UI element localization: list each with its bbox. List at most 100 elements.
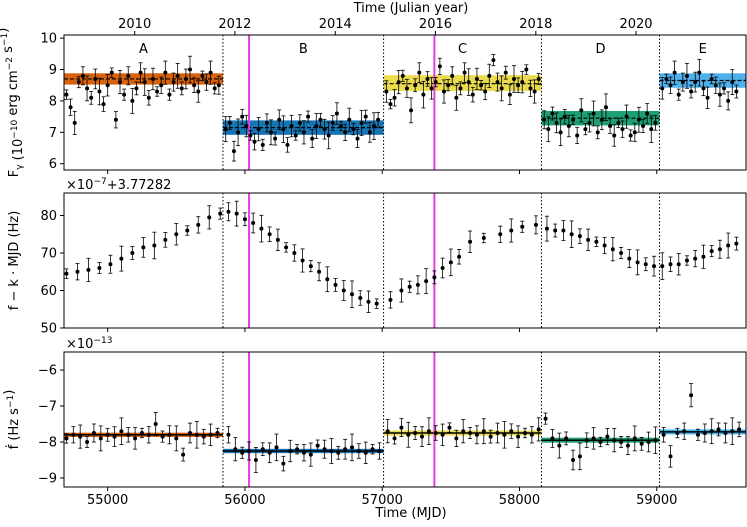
data-point [529, 432, 534, 437]
y-tick-label: −9 [38, 472, 57, 487]
data-point [450, 73, 455, 78]
data-point [89, 95, 94, 100]
data-point [80, 73, 85, 78]
y-tick-label: 70 [40, 247, 57, 262]
data-point [301, 130, 306, 135]
data-point [347, 117, 352, 122]
data-point [326, 133, 331, 138]
data-point [454, 436, 459, 441]
data-point [566, 124, 571, 129]
data-point [64, 436, 69, 441]
data-point [605, 434, 610, 439]
data-point [223, 127, 228, 132]
data-point [586, 237, 591, 242]
y-label-superscript: −10 [10, 119, 20, 138]
data-point [661, 432, 666, 437]
data-point [689, 393, 694, 398]
data-point [507, 92, 512, 97]
y-label-part: (10 [11, 139, 26, 165]
data-point [317, 269, 322, 274]
data-point [407, 284, 412, 289]
data-point [274, 445, 279, 450]
data-point [208, 70, 213, 75]
data-point [564, 436, 569, 441]
data-point [153, 422, 158, 426]
data-point [351, 127, 356, 132]
data-point [701, 254, 706, 259]
data-point [653, 438, 658, 443]
y-tick-label: −7 [38, 400, 57, 415]
data-point [98, 436, 103, 441]
data-point [374, 301, 379, 306]
data-point [636, 117, 641, 122]
data-point [281, 461, 286, 466]
data-point [240, 450, 245, 455]
y-label-part: ) [2, 390, 17, 395]
data-point [643, 262, 648, 267]
data-point [341, 288, 346, 293]
data-point [599, 117, 604, 122]
data-point [562, 114, 567, 119]
y-label-part: ) [0, 28, 11, 33]
top-tick-label: 2016 [419, 17, 452, 32]
data-point [289, 124, 294, 129]
data-point [717, 92, 722, 97]
data-point [396, 80, 401, 85]
data-point [734, 89, 739, 94]
data-point [71, 432, 76, 437]
data-point [385, 429, 390, 434]
data-point [310, 136, 315, 141]
data-point [363, 450, 368, 455]
data-point [424, 279, 429, 284]
data-point [194, 432, 199, 437]
data-point [709, 429, 714, 434]
data-point [315, 443, 320, 448]
data-point [684, 73, 689, 78]
data-point [676, 262, 681, 267]
data-point [188, 431, 193, 435]
data-point [499, 86, 504, 91]
data-point [119, 256, 124, 261]
x-axis-title: Time (MJD) [374, 506, 446, 521]
data-point [619, 440, 624, 444]
data-point [236, 130, 241, 135]
data-point [532, 89, 537, 94]
data-point [376, 117, 381, 122]
y-axis-label-text: ḟ (Hz s−1) [2, 390, 22, 450]
data-point [702, 431, 707, 435]
data-point [579, 108, 584, 113]
data-point [167, 92, 172, 97]
data-point [520, 224, 525, 229]
data-point [550, 111, 555, 116]
data-point [426, 429, 431, 434]
data-point [75, 269, 80, 274]
data-point [520, 80, 525, 85]
data-point [425, 76, 430, 81]
data-point [440, 432, 445, 437]
y-tick-label: 60 [40, 284, 57, 299]
data-point [267, 450, 272, 455]
data-point [676, 92, 681, 97]
y-tick-label: 7 [49, 126, 57, 141]
y-tick-label: 8 [49, 94, 57, 109]
data-point [695, 432, 700, 437]
segment-label-E: E [699, 42, 707, 57]
data-point [256, 127, 261, 132]
data-point [109, 70, 114, 75]
data-point [481, 236, 486, 240]
data-point [468, 431, 473, 435]
data-point [196, 222, 201, 227]
data-point [260, 142, 265, 147]
data-point [591, 111, 596, 116]
data-point [446, 83, 451, 88]
data-point [260, 447, 265, 452]
data-point [652, 264, 657, 269]
y-tick-label: −6 [38, 364, 57, 379]
data-point [709, 76, 714, 81]
y-axis-label-text: Fγ (10−10 erg cm−2 s−1) [0, 28, 26, 178]
data-point [134, 86, 139, 91]
data-point [511, 76, 516, 81]
data-point [227, 120, 232, 125]
data-point [616, 120, 621, 125]
data-point [498, 232, 503, 237]
